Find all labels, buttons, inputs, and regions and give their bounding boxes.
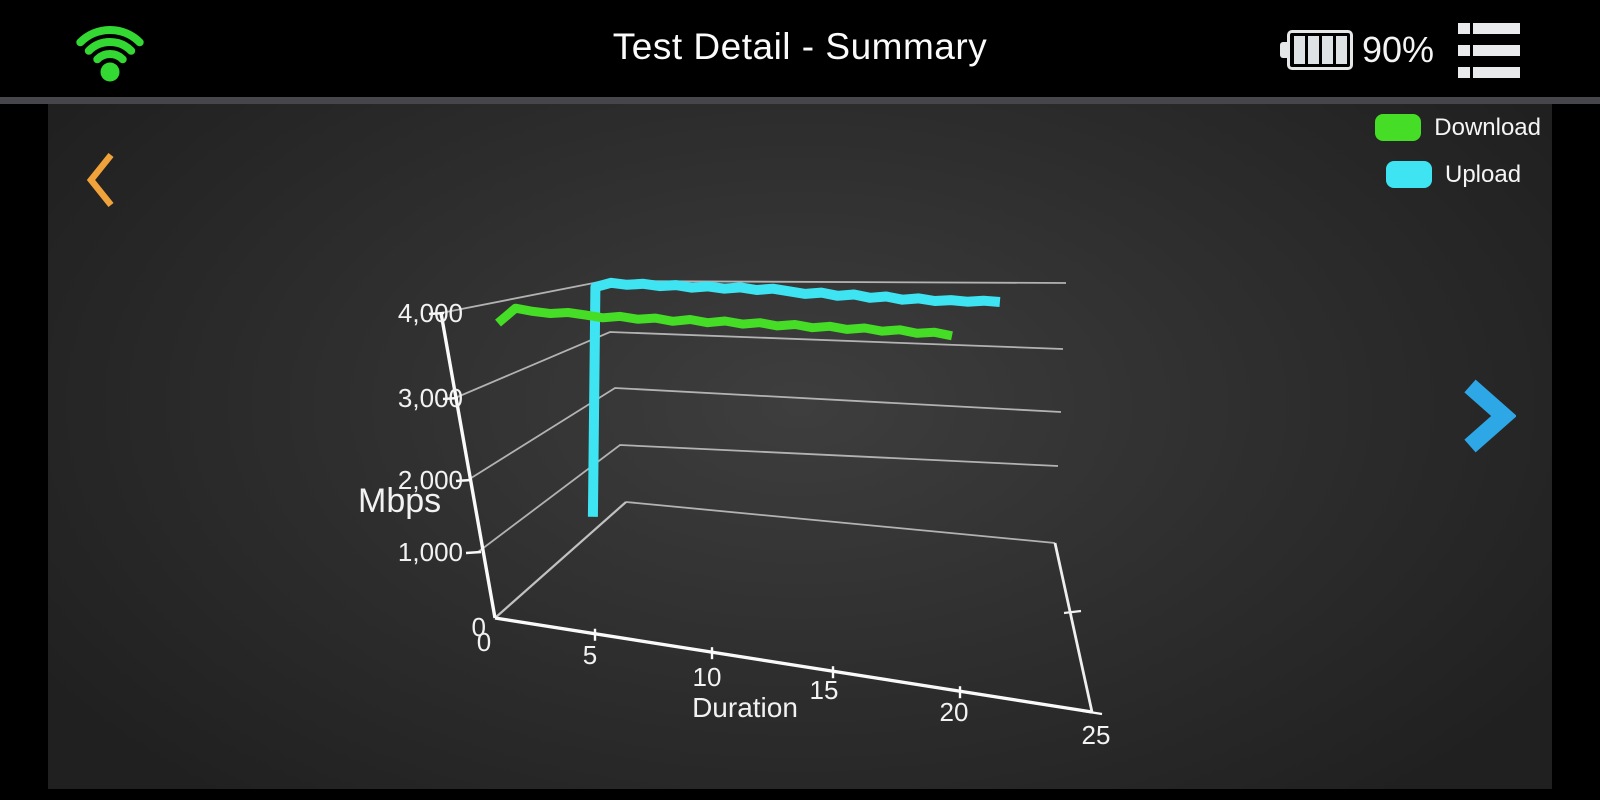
legend-label: Download (1434, 113, 1541, 141)
y-gridline-1000 (477, 444, 1059, 553)
x-tick (1082, 709, 1103, 716)
legend-item-upload: Upload (1375, 161, 1541, 188)
list-menu-icon (1458, 23, 1520, 34)
y-axis-title: Mbps (358, 482, 441, 520)
series-line-upload (587, 277, 1001, 517)
battery-icon (1280, 42, 1288, 58)
y-gridline-3000 (454, 331, 1064, 399)
battery-cell (1335, 36, 1347, 64)
y-tick-label: 3,000 (398, 383, 463, 413)
y-tick-label: 2,000 (398, 465, 463, 495)
x-tick-label: 20 (940, 697, 969, 727)
chart-legend: Download Upload (1375, 114, 1541, 208)
x-tick-label: 25 (1082, 720, 1111, 750)
page-title: Test Detail - Summary (612, 26, 988, 67)
y-axis (439, 312, 497, 619)
x-tick-label: 0 (477, 627, 491, 657)
y-tick (442, 396, 459, 401)
menu-button[interactable] (1458, 23, 1520, 78)
top-status-bar: Test Detail - Summary 90% (0, 0, 1600, 97)
y-tick (465, 550, 482, 555)
list-menu-icon (1458, 45, 1520, 56)
legend-item-download: Download (1375, 114, 1541, 141)
battery-cell (1293, 36, 1305, 64)
legend-swatch-upload (1386, 161, 1432, 188)
test-detail-content: 0 1,000 2,000 3,000 4,000 0 5 10 15 20 25 Mbps Durat… (48, 104, 1552, 789)
battery-cell (1321, 36, 1333, 64)
wifi-icon (70, 12, 150, 89)
prev-page-button[interactable] (81, 148, 121, 212)
y-tick-label: 4,000 (398, 298, 463, 328)
floor-right-edge (1053, 542, 1094, 713)
chevron-left-icon (86, 152, 114, 208)
y-gridline-2000 (467, 387, 1062, 481)
list-menu-icon (1458, 67, 1520, 78)
x-tick-label: 10 (693, 662, 722, 692)
battery-cell (1307, 36, 1319, 64)
series-line-download (495, 303, 953, 341)
legend-label: Upload (1445, 160, 1522, 188)
x-tick-label: 15 (810, 675, 839, 705)
x-axis-title: Duration (692, 692, 798, 723)
next-page-button[interactable] (1460, 376, 1517, 456)
y-tick-label: 1,000 (398, 537, 463, 567)
topbar-divider (0, 97, 1600, 104)
y-tick (428, 311, 445, 316)
battery-percent: 90% (1362, 29, 1435, 70)
legend-swatch-download (1375, 114, 1422, 141)
chevron-right-icon (1464, 379, 1517, 453)
floor-left-edge (494, 501, 627, 619)
y-tick (455, 478, 472, 483)
x-tick-label: 5 (583, 640, 597, 670)
speed-chart-3d: 0 1,000 2,000 3,000 4,000 0 5 10 15 20 25 Mbps Durat… (48, 104, 1552, 789)
floor-back-edge (625, 501, 1056, 544)
y-tick-label: 0 (472, 612, 486, 642)
battery-body (1287, 30, 1353, 70)
depth-axis-tick (1063, 609, 1082, 615)
